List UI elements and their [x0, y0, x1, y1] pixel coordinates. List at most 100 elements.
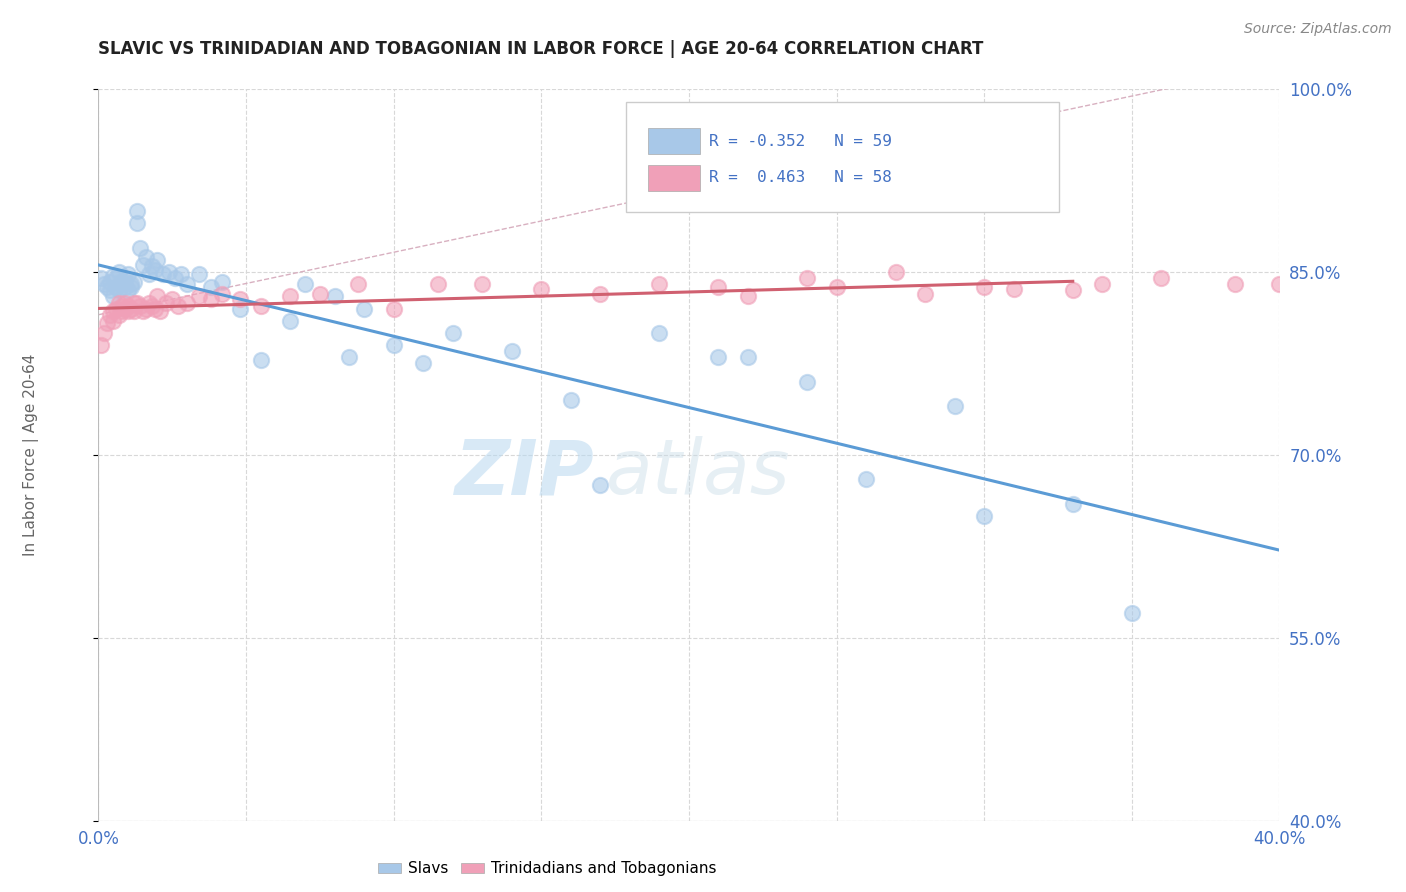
Point [141, 299, 163, 313]
Point [103, 314, 125, 328]
Point [114, 295, 136, 310]
Text: R = -0.352   N = 59: R = -0.352 N = 59 [709, 134, 891, 149]
Point [165, 271, 187, 285]
Point [90, 271, 112, 285]
Point [105, 301, 128, 316]
Point [146, 289, 169, 303]
Point [382, 338, 405, 352]
Point [98, 308, 121, 322]
Text: ZIP: ZIP [454, 436, 595, 510]
Point [176, 295, 198, 310]
Legend: Slavs, Trinidadians and Tobagonians: Slavs, Trinidadians and Tobagonians [371, 855, 723, 882]
Point [250, 299, 273, 313]
Point [117, 284, 139, 298]
Point [96, 279, 118, 293]
Point [1002, 282, 1025, 296]
Point [111, 299, 134, 313]
Point [105, 271, 128, 285]
Point [278, 289, 302, 303]
Point [1062, 497, 1084, 511]
Point [170, 268, 193, 282]
Point [162, 292, 183, 306]
Point [93, 326, 115, 340]
Point [825, 279, 848, 293]
Point [111, 304, 134, 318]
FancyBboxPatch shape [648, 128, 700, 154]
Point [250, 352, 273, 367]
Point [589, 478, 612, 492]
Text: SLAVIC VS TRINIDADIAN AND TOBAGONIAN IN LABOR FORCE | AGE 20-64 CORRELATION CHAR: SLAVIC VS TRINIDADIAN AND TOBAGONIAN IN … [98, 40, 984, 58]
Text: Source: ZipAtlas.com: Source: ZipAtlas.com [1244, 22, 1392, 37]
Point [149, 304, 172, 318]
Point [211, 275, 233, 289]
Point [111, 274, 134, 288]
Point [90, 338, 112, 352]
Point [108, 308, 131, 322]
Point [138, 295, 160, 310]
Point [108, 265, 131, 279]
Point [111, 277, 134, 292]
FancyBboxPatch shape [626, 102, 1059, 212]
Point [229, 301, 252, 316]
Point [125, 216, 148, 230]
Point [114, 301, 136, 316]
Point [1121, 607, 1143, 621]
Point [141, 259, 163, 273]
Point [117, 299, 139, 313]
Point [1268, 277, 1291, 292]
Point [117, 304, 139, 318]
Point [120, 279, 142, 293]
Point [132, 258, 155, 272]
Point [501, 344, 523, 359]
Point [114, 279, 136, 293]
Point [120, 301, 142, 316]
Text: R =  0.463   N = 58: R = 0.463 N = 58 [709, 170, 891, 186]
Point [427, 277, 450, 292]
Point [914, 287, 936, 301]
Point [143, 301, 166, 316]
Point [884, 265, 907, 279]
Point [167, 299, 190, 313]
Point [120, 277, 142, 292]
Point [152, 268, 174, 282]
Point [707, 279, 730, 293]
Point [98, 284, 121, 298]
Point [294, 277, 316, 292]
Point [200, 279, 222, 293]
Point [471, 277, 494, 292]
Point [737, 289, 759, 303]
Point [737, 351, 759, 365]
Point [412, 356, 434, 371]
Point [135, 301, 157, 316]
Point [796, 271, 818, 285]
Point [347, 277, 370, 292]
Point [309, 287, 332, 301]
Point [339, 351, 360, 365]
Point [441, 326, 464, 340]
Point [707, 351, 730, 365]
Point [93, 277, 115, 292]
Point [96, 316, 118, 330]
Point [589, 287, 612, 301]
Point [1062, 284, 1084, 298]
Point [157, 265, 180, 279]
Point [530, 282, 553, 296]
Point [187, 268, 209, 282]
Point [648, 277, 671, 292]
Point [1150, 271, 1173, 285]
Point [122, 304, 145, 318]
Point [103, 289, 125, 303]
Point [382, 301, 405, 316]
Point [125, 295, 148, 310]
Point [323, 289, 346, 303]
Point [108, 284, 131, 298]
Point [1223, 277, 1246, 292]
Point [211, 287, 233, 301]
Point [128, 299, 150, 313]
Point [132, 304, 155, 318]
Point [155, 295, 177, 310]
Text: In Labor Force | Age 20-64: In Labor Force | Age 20-64 [22, 354, 39, 556]
Point [943, 399, 966, 413]
Point [796, 375, 818, 389]
Point [229, 292, 252, 306]
